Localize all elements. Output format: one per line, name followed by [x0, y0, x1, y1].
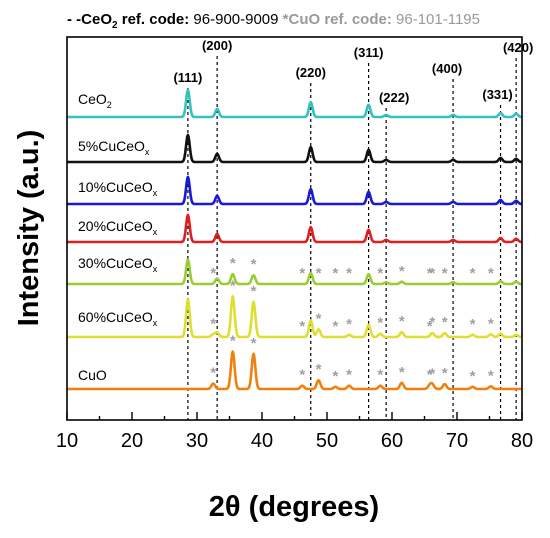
cuo-ref-code: 96-101-1195 [396, 11, 480, 28]
x-tick-label: 40 [251, 430, 273, 452]
xrd-traces [66, 88, 523, 391]
hkl-label-222: (222) [379, 90, 409, 105]
cuo-marker: * [346, 316, 352, 333]
cuo-marker: * [316, 361, 322, 378]
cuo-marker: * [210, 265, 216, 282]
cuo-marker: * [470, 265, 476, 282]
x-tick-label: 80 [511, 430, 533, 452]
x-tick-label: 30 [186, 430, 208, 452]
header-legend: - -CeO2 ref. code: 96-900-9009 *CuO ref.… [67, 11, 480, 31]
series-label-ceo2: CeO2 [78, 91, 112, 110]
cuo-marker: * [299, 318, 305, 335]
ceo2-ref-prefix: - -CeO [67, 11, 112, 28]
cuo-marker: * [333, 265, 339, 282]
hkl-label-111: (111) [173, 70, 202, 85]
x-tick-label: 20 [121, 430, 143, 452]
cuo-marker: * [230, 255, 236, 272]
hkl-label-220: (220) [296, 65, 326, 80]
hkl-label-400: (400) [432, 61, 462, 76]
cuo-marker: * [470, 368, 476, 385]
cuo-marker: * [333, 368, 339, 385]
hkl-label-420: (420) [503, 40, 533, 55]
cuo-marker: * [346, 367, 352, 384]
series-label-30-cuceox: 30%CuCeOx [78, 255, 158, 274]
cuo-marker: * [442, 265, 448, 282]
series-label-5-cuceox: 5%CuCeOx [78, 138, 150, 157]
trace-30-cuceox [66, 258, 523, 286]
cuo-marker: * [488, 265, 494, 282]
cuo-marker: * [230, 333, 236, 350]
cuo-marker: * [399, 313, 405, 330]
hkl-label-331: (331) [482, 87, 512, 102]
series-label-10-cuceox: 10%CuCeOx [78, 179, 158, 198]
trace-5-cuceox [66, 133, 523, 164]
series-label-cuo: CuO [78, 367, 107, 383]
cuo-marker: * [399, 263, 405, 280]
cuo-marker: * [377, 315, 383, 332]
cuo-marker: * [346, 265, 352, 282]
series-label-20-cuceox: 20%CuCeOx [78, 218, 158, 237]
cuo-marker: * [377, 265, 383, 282]
cuo-marker: * [399, 364, 405, 381]
ceo2-reference-lines [187, 56, 517, 420]
cuo-marker: * [333, 318, 339, 335]
trace-ceo2 [66, 88, 523, 119]
cuo-marker: * [488, 367, 494, 384]
cuo-markers: * * * * * * * * * * * * * * * * * * * * * * * * * * * * * * * * * * * * * * * *… [210, 255, 494, 385]
cuo-marker: * [488, 315, 494, 332]
cuo-marker: * [427, 367, 433, 384]
cuo-marker: * [299, 367, 305, 384]
cuo-marker: * [442, 314, 448, 331]
cuo-marker: * [251, 335, 257, 352]
trace-60-cuceox [66, 295, 523, 339]
cuo-marker: * [316, 310, 322, 327]
ceo2-ref-code: 96-900-9009 [193, 11, 278, 28]
cuo-marker: * [442, 365, 448, 382]
trace-10-cuceox [66, 175, 523, 206]
cuo-marker: * [470, 316, 476, 333]
cuo-marker: * [230, 277, 236, 294]
x-tick-label: 70 [446, 430, 468, 452]
hkl-labels: (111) (200) (220) (311) (222) (400) (331) (420) [173, 38, 533, 105]
cuo-marker: * [210, 365, 216, 382]
x-tick-label: 10 [56, 430, 78, 452]
series-labels: CeO2 5%CuCeOx 10%CuCeOx 20%CuCeOx 30%CuCeOx 6… [78, 91, 158, 383]
series-label-60-cuceox: 60%CuCeOx [78, 309, 158, 328]
cuo-marker: * [210, 315, 216, 332]
cuo-marker: * [429, 314, 435, 331]
ceo2-ref-label: ref. code: [118, 11, 194, 28]
cuo-marker: * [429, 265, 435, 282]
hkl-label-200: (200) [202, 38, 232, 53]
cuo-marker: * [251, 256, 257, 273]
ceo2-ref-subscript: 2 [112, 20, 118, 31]
cuo-marker: * [251, 283, 257, 300]
cuo-ref-label: *CuO ref. code: [279, 11, 397, 28]
cuo-marker: * [427, 318, 433, 335]
x-tick-label: 60 [381, 430, 403, 452]
cuo-marker: * [427, 265, 433, 282]
trace-20-cuceox [66, 213, 523, 244]
x-axis-ticks: 10 20 30 40 50 60 70 80 [56, 412, 533, 452]
x-tick-label: 50 [316, 430, 338, 452]
x-axis-label: 2θ (degrees) [209, 491, 379, 523]
hkl-label-311: (311) [354, 45, 384, 60]
cuo-marker: * [316, 265, 322, 282]
cuo-marker: * [299, 265, 305, 282]
y-axis-label: Intensity (a.u.) [13, 130, 45, 327]
cuo-marker: * [429, 366, 435, 383]
cuo-marker: * [377, 367, 383, 384]
trace-cuo [66, 350, 523, 391]
